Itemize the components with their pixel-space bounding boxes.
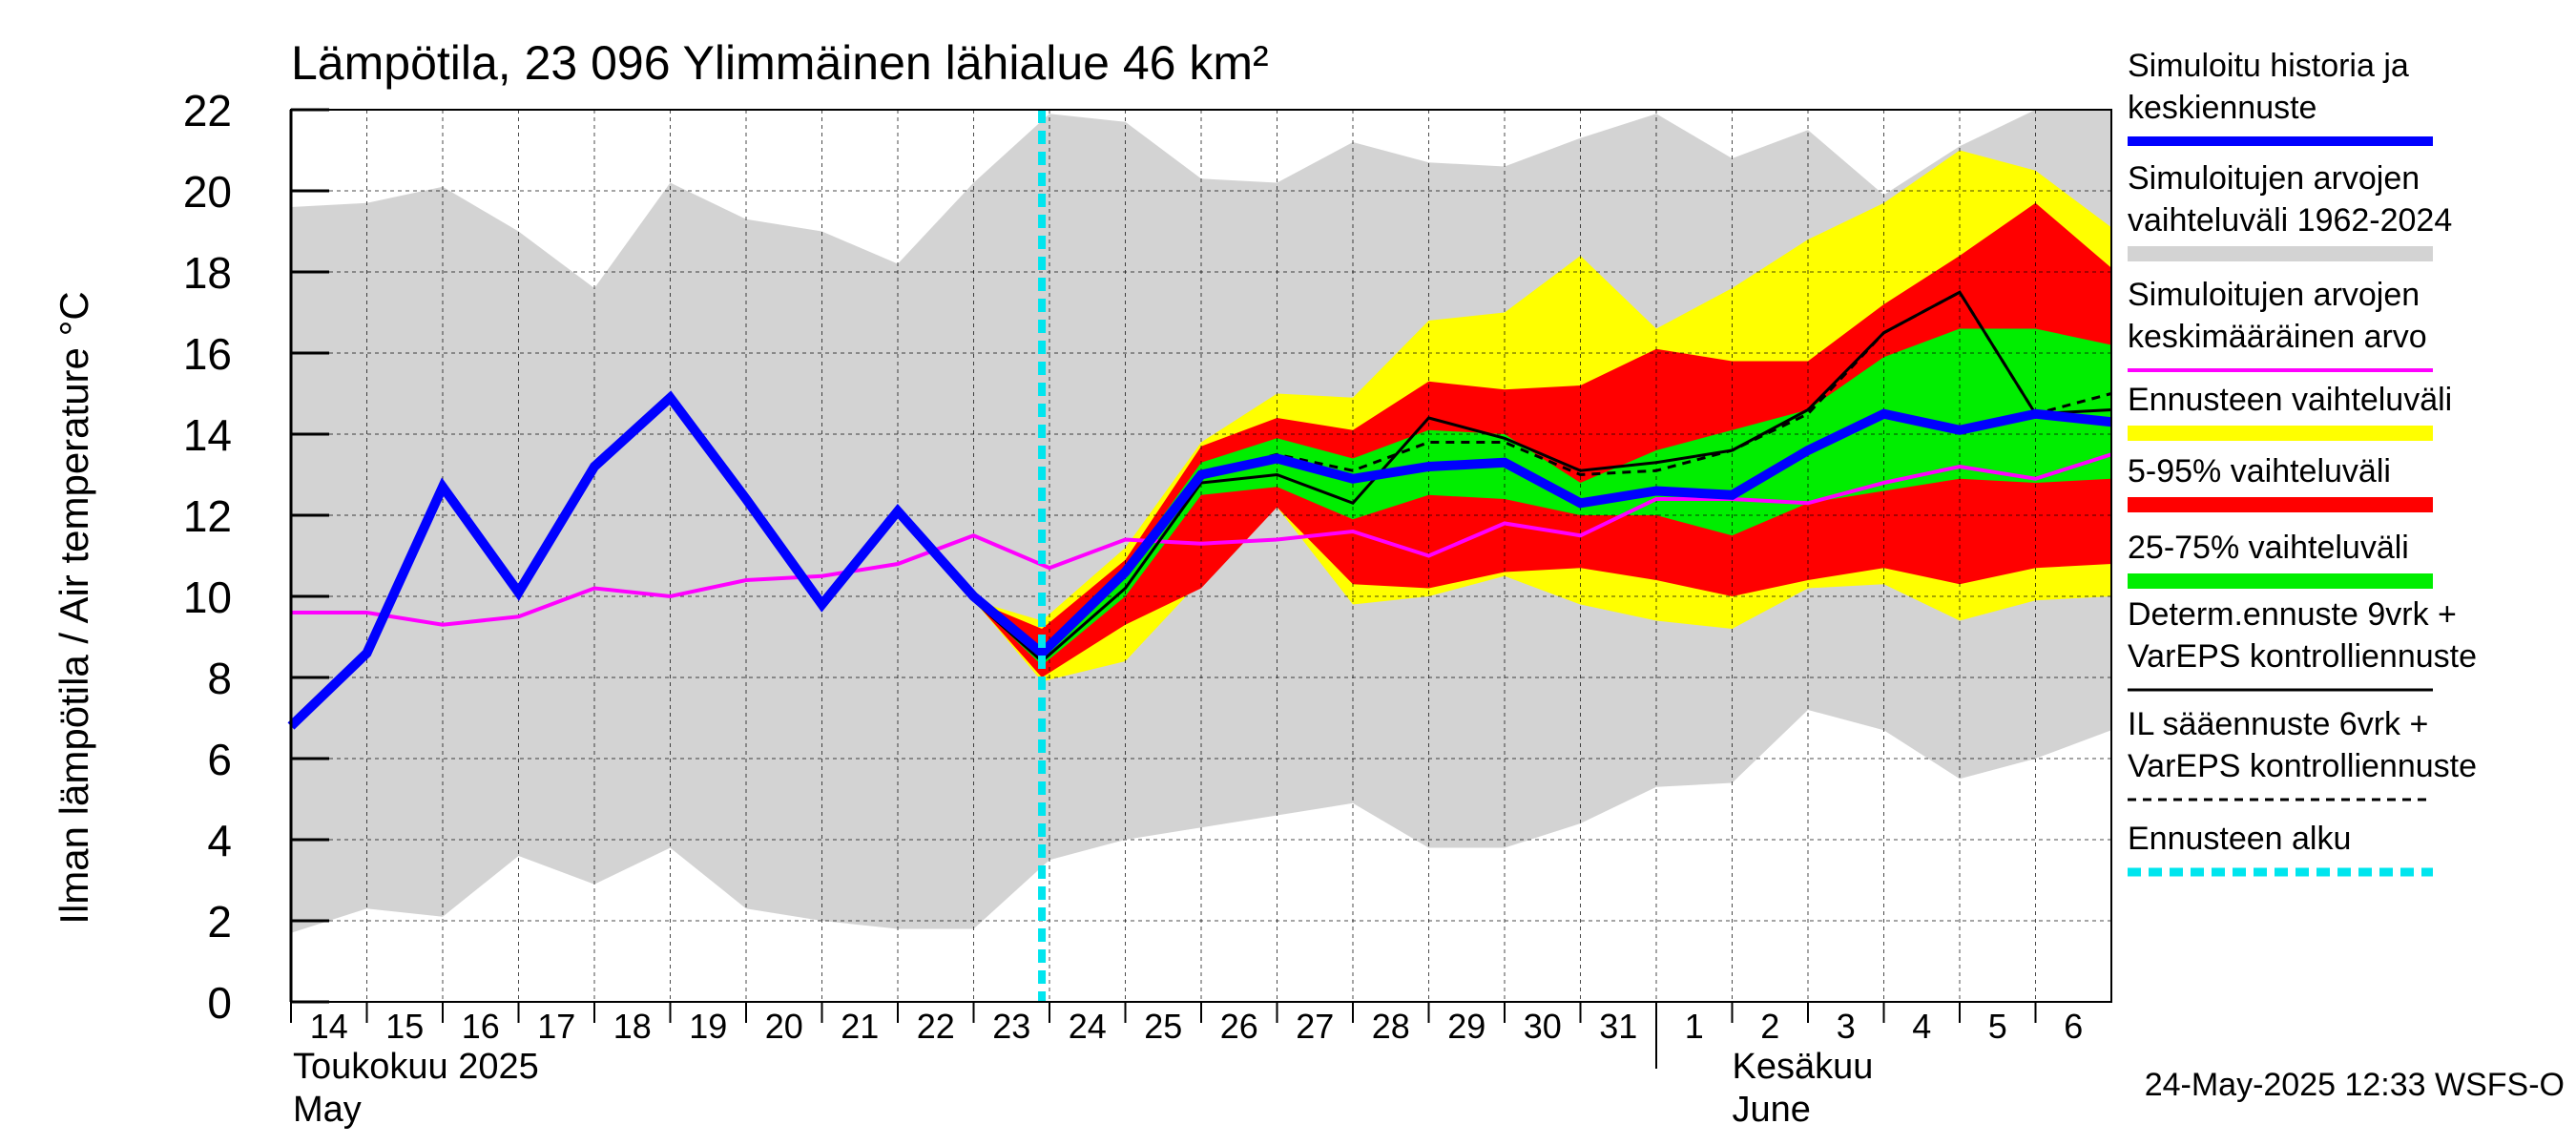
legend: Simuloitu historia jakeskiennusteSimuloi… xyxy=(2128,48,2477,877)
x-tick-label: 27 xyxy=(1296,1007,1334,1046)
legend-label: Determ.ennuste 9vrk + xyxy=(2128,596,2457,633)
legend-label: IL sääennuste 6vrk + xyxy=(2128,706,2428,742)
y-tick-label: 10 xyxy=(183,572,232,622)
x-tick-label: 4 xyxy=(1912,1007,1931,1046)
y-tick-label: 6 xyxy=(207,735,232,784)
x-tick-label: 1 xyxy=(1685,1007,1704,1046)
legend-label: keskimääräinen arvo xyxy=(2128,319,2427,355)
month-label-en: May xyxy=(293,1090,362,1130)
x-tick-label: 25 xyxy=(1144,1007,1182,1046)
legend-entry-4: Ennusteen vaihteluväli xyxy=(2128,382,2452,441)
y-tick-label: 8 xyxy=(207,654,232,703)
x-tick-label: 16 xyxy=(462,1007,500,1046)
month-label-fi: Kesäkuu xyxy=(1733,1047,1874,1087)
x-tick-label: 19 xyxy=(689,1007,727,1046)
month-label-fi: Toukokuu 2025 xyxy=(293,1047,539,1087)
x-tick-label: 17 xyxy=(537,1007,575,1046)
legend-entry-9: Ennusteen alku xyxy=(2128,821,2433,877)
legend-entry-6: 25-75% vaihteluväli xyxy=(2128,530,2433,589)
y-tick-label: 2 xyxy=(207,897,232,947)
y-axis-ticks: 0 2 4 6 8 10 12 14 16 18 20 22 xyxy=(183,86,329,1028)
band-3 xyxy=(973,202,2111,677)
y-axis-label: Ilman lämpötila / Air temperature °C xyxy=(52,291,96,924)
x-tick-label: 5 xyxy=(1988,1007,2007,1046)
x-tick-label: 31 xyxy=(1599,1007,1637,1046)
legend-entry-5: 5-95% vaihteluväli xyxy=(2128,453,2433,512)
legend-entry-8: IL sääennuste 6vrk + VarEPS kontrollienn… xyxy=(2128,706,2477,802)
x-tick-label: 23 xyxy=(992,1007,1030,1046)
band-4 xyxy=(973,328,2111,666)
legend-entry-7: Determ.ennuste 9vrk + VarEPS kontrollienn… xyxy=(2128,596,2477,692)
x-tick-label: 22 xyxy=(917,1007,955,1046)
y-tick-label: 12 xyxy=(183,491,232,541)
timestamp-label: 24-May-2025 12:33 WSFS-O xyxy=(2145,1067,2565,1103)
x-tick-label: 15 xyxy=(385,1007,424,1046)
grid xyxy=(291,110,2111,1002)
y-tick-label: 16 xyxy=(183,329,232,379)
legend-label: keskiennuste xyxy=(2128,90,2316,126)
series-line-4 xyxy=(287,390,2112,730)
x-tick-label: 26 xyxy=(1220,1007,1258,1046)
plot-area xyxy=(287,109,2112,1003)
x-tick-label: 24 xyxy=(1069,1007,1107,1046)
legend-label: 25-75% vaihteluväli xyxy=(2128,530,2409,566)
chart-title: Lämpötila, 23 096 Ylimmäinen lähialue 46… xyxy=(291,36,1269,90)
legend-entry-3: Simuloitujen arvojen keskimääräinen arvo xyxy=(2128,277,2433,372)
y-tick-label: 14 xyxy=(183,410,232,460)
x-tick-label: 14 xyxy=(310,1007,348,1046)
x-tick-label: 28 xyxy=(1372,1007,1410,1046)
legend-label: Simuloitu historia ja xyxy=(2128,48,2409,84)
y-tick-label: 18 xyxy=(183,248,232,298)
y-tick-label: 22 xyxy=(183,86,232,135)
legend-label: Simuloitujen arvojen xyxy=(2128,160,2420,197)
legend-entry-2: Simuloitujen arvojen vaihteluväli 1962-20… xyxy=(2128,160,2452,261)
x-axis-ticks: 14 15 16 17 18 19 20 21 22 23 24 25 26 27 28 29 30 31 1 2 3 4… xyxy=(290,1002,2083,1130)
legend-entry-1: Simuloitu historia ja keskiennuste xyxy=(2128,48,2433,146)
legend-label: VarEPS kontrolliennuste xyxy=(2128,638,2477,675)
legend-label: 5-95% vaihteluväli xyxy=(2128,453,2391,489)
y-tick-label: 20 xyxy=(183,167,232,217)
legend-label: VarEPS kontrolliennuste xyxy=(2128,748,2477,784)
x-tick-label: 6 xyxy=(2064,1007,2083,1046)
month-label-en: June xyxy=(1733,1090,1811,1130)
x-tick-label: 3 xyxy=(1837,1007,1856,1046)
legend-label: Ennusteen vaihteluväli xyxy=(2128,382,2452,418)
x-tick-label: 30 xyxy=(1524,1007,1562,1046)
y-tick-label: 4 xyxy=(207,816,232,865)
y-tick-label: 0 xyxy=(207,978,232,1028)
x-tick-label: 20 xyxy=(765,1007,803,1046)
legend-label: Simuloitujen arvojen xyxy=(2128,277,2420,313)
x-tick-label: 2 xyxy=(1760,1007,1779,1046)
series-line-3 xyxy=(972,290,2112,664)
legend-label: vaihteluväli 1962-2024 xyxy=(2128,202,2452,239)
x-tick-label: 21 xyxy=(841,1007,879,1046)
legend-label: Ennusteen alku xyxy=(2128,821,2351,857)
series-line-1 xyxy=(291,452,2112,627)
x-tick-label: 29 xyxy=(1447,1007,1485,1046)
x-tick-label: 18 xyxy=(613,1007,652,1046)
